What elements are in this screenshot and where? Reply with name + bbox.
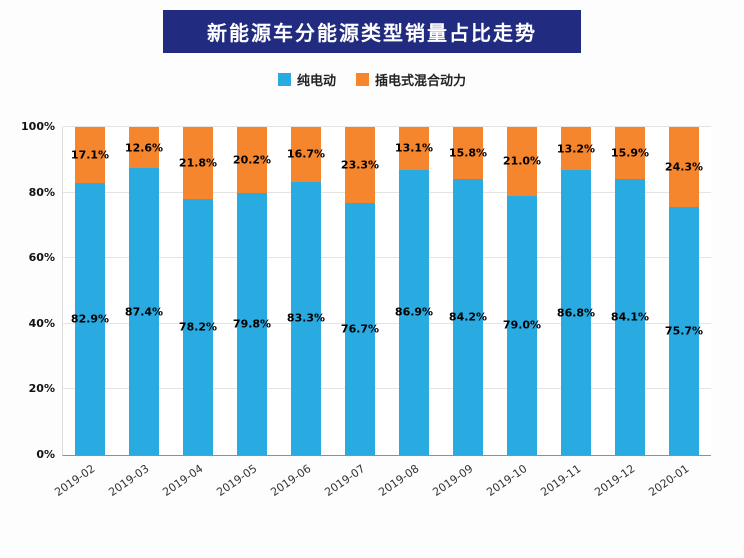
bar-segment-pure-electric bbox=[129, 168, 159, 455]
value-label-pure-electric: 79.0% bbox=[502, 318, 542, 332]
value-label-plugin-hybrid: 16.7% bbox=[286, 147, 326, 161]
value-label-plugin-hybrid: 21.8% bbox=[178, 156, 218, 170]
value-label-plugin-hybrid: 12.6% bbox=[124, 141, 164, 155]
y-axis-tick-label: 40% bbox=[28, 316, 55, 330]
bar-slot: 78.2% 21.8% bbox=[171, 127, 225, 455]
value-label-plugin-hybrid: 20.2% bbox=[232, 153, 272, 167]
value-label-pure-electric: 82.9% bbox=[70, 312, 110, 326]
bar-segment-pure-electric bbox=[669, 206, 699, 455]
gridline bbox=[63, 322, 711, 324]
y-axis-tick-label: 100% bbox=[21, 120, 55, 133]
bar-slot: 79.0% 21.0% bbox=[495, 127, 549, 455]
value-label-plugin-hybrid: 17.1% bbox=[70, 148, 110, 162]
value-label-pure-electric: 84.1% bbox=[610, 310, 650, 324]
bar-slot: 86.8% 13.2% bbox=[549, 127, 603, 455]
bar-segment-pure-electric bbox=[453, 178, 483, 455]
value-label-plugin-hybrid: 13.1% bbox=[394, 141, 434, 155]
bar-slot: 84.1% 15.9% bbox=[603, 127, 657, 455]
value-label-pure-electric: 78.2% bbox=[178, 320, 218, 334]
bar-segment-plugin-hybrid bbox=[399, 127, 429, 170]
gridline bbox=[63, 388, 711, 390]
bar-segment-plugin-hybrid bbox=[75, 127, 105, 184]
value-label-plugin-hybrid: 13.2% bbox=[556, 142, 596, 156]
value-label-pure-electric: 84.2% bbox=[448, 310, 488, 324]
legend-label-plugin-hybrid: 插电式混合动力 bbox=[375, 74, 467, 89]
bar-segment-pure-electric bbox=[345, 203, 375, 455]
x-axis-tick-label: 2019-03 bbox=[106, 462, 152, 500]
x-axis-tick-label: 2019-08 bbox=[376, 462, 422, 500]
value-label-plugin-hybrid: 21.0% bbox=[502, 154, 542, 168]
value-label-plugin-hybrid: 24.3% bbox=[664, 160, 704, 174]
x-axis-tick-label: 2019-02 bbox=[52, 462, 98, 500]
x-axis-tick-label: 2019-12 bbox=[592, 462, 638, 500]
bar-segment-pure-electric bbox=[399, 169, 429, 455]
bar-slot: 84.2% 15.8% bbox=[441, 127, 495, 455]
legend-item-pure-electric: 纯电动 bbox=[277, 70, 336, 89]
value-label-plugin-hybrid: 15.9% bbox=[610, 146, 650, 160]
gridline bbox=[63, 126, 711, 127]
bar-segment-plugin-hybrid bbox=[669, 127, 699, 207]
x-axis-tick-label: 2019-05 bbox=[214, 462, 260, 500]
y-axis-tick-label: 80% bbox=[28, 185, 55, 199]
bar-segment-pure-electric bbox=[507, 195, 537, 455]
bar-segment-pure-electric bbox=[183, 198, 213, 455]
bar-slot: 86.9% 13.1% bbox=[387, 127, 441, 455]
value-label-pure-electric: 87.4% bbox=[124, 305, 164, 319]
bar-slot: 82.9% 17.1% bbox=[63, 127, 117, 455]
y-axis-tick-label: 0% bbox=[36, 448, 55, 461]
bar-segment-plugin-hybrid bbox=[615, 127, 645, 180]
bar-segment-plugin-hybrid bbox=[291, 127, 321, 182]
value-label-pure-electric: 79.8% bbox=[232, 317, 272, 331]
bar-segment-pure-electric bbox=[615, 179, 645, 455]
value-label-pure-electric: 86.8% bbox=[556, 306, 596, 320]
x-axis-tick-label: 2019-09 bbox=[430, 462, 476, 500]
value-label-pure-electric: 75.7% bbox=[664, 324, 704, 338]
value-label-pure-electric: 76.7% bbox=[340, 322, 380, 336]
bar-slot: 83.3% 16.7% bbox=[279, 127, 333, 455]
x-axis-tick-label: 2019-06 bbox=[268, 462, 314, 500]
legend-swatch-blue-icon bbox=[277, 73, 291, 86]
bar-segment-plugin-hybrid bbox=[345, 127, 375, 204]
gridline bbox=[63, 191, 711, 193]
legend-swatch-orange-icon bbox=[356, 73, 369, 86]
bar-segment-pure-electric bbox=[237, 193, 267, 455]
value-label-plugin-hybrid: 15.8% bbox=[448, 146, 488, 160]
bar-segment-plugin-hybrid bbox=[237, 127, 267, 194]
x-axis-tick-label: 2019-11 bbox=[538, 462, 584, 500]
stacked-bar-chart: 0% 20% 40% 60% 80% 100% 82.9% 17.1% 2019-02 87.4%… bbox=[21, 120, 711, 499]
bar-segment-plugin-hybrid bbox=[183, 127, 213, 199]
value-label-pure-electric: 86.9% bbox=[394, 305, 434, 319]
x-axis-tick-label: 2019-10 bbox=[484, 462, 530, 500]
x-axis-tick-label: 2019-07 bbox=[322, 462, 368, 500]
legend-item-plugin-hybrid: 插电式混合动力 bbox=[356, 70, 466, 89]
y-axis-tick-label: 20% bbox=[28, 382, 55, 396]
legend: 纯电动 插电式混合动力 bbox=[0, 70, 744, 89]
bar-slot: 79.8% 20.2% bbox=[225, 127, 279, 455]
legend-label-pure-electric: 纯电动 bbox=[296, 74, 336, 89]
x-axis-tick-label: 2019-04 bbox=[160, 462, 206, 500]
bar-segment-pure-electric bbox=[75, 183, 105, 455]
bar-slot: 75.7% 24.3% bbox=[657, 127, 711, 455]
bar-segment-pure-electric bbox=[291, 181, 321, 455]
bar-segment-plugin-hybrid bbox=[453, 127, 483, 179]
gridline bbox=[63, 257, 711, 259]
bar-segment-plugin-hybrid bbox=[129, 127, 159, 169]
chart-title: 新能源车分能源类型销量占比走势 bbox=[163, 10, 581, 53]
bar-slot: 87.4% 12.6% bbox=[117, 127, 171, 455]
x-axis-tick-label: 2020-01 bbox=[646, 462, 692, 500]
bar-slot: 76.7% 23.3% bbox=[333, 127, 387, 455]
value-label-plugin-hybrid: 23.3% bbox=[340, 158, 380, 172]
bar-segment-plugin-hybrid bbox=[561, 127, 591, 171]
bar-segment-plugin-hybrid bbox=[507, 127, 537, 196]
bar-segment-pure-electric bbox=[561, 170, 591, 455]
y-axis-tick-label: 60% bbox=[28, 251, 55, 265]
value-label-pure-electric: 83.3% bbox=[286, 311, 326, 325]
